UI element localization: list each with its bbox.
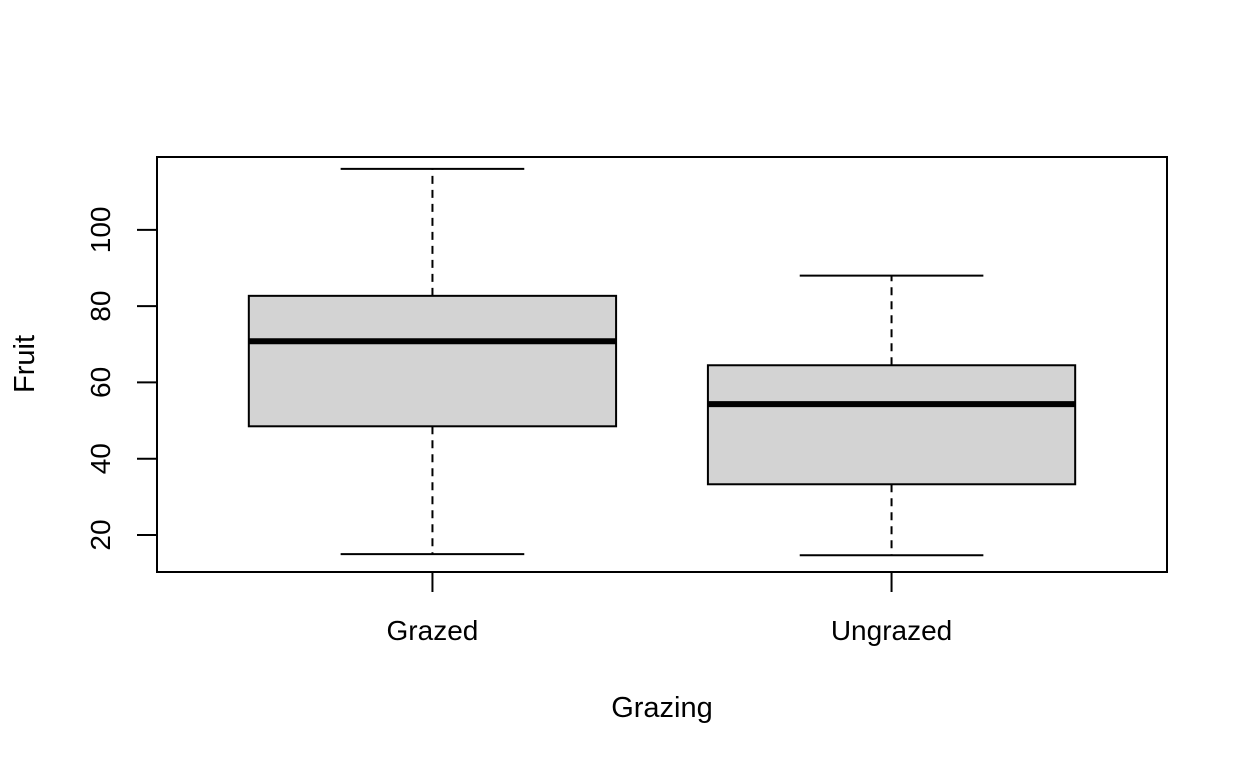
boxes [247, 167, 1077, 557]
box-grazed [247, 167, 618, 556]
y-axis-title: Fruit [9, 335, 41, 393]
y-tick-label: 80 [85, 291, 116, 322]
x-tick-label: Grazed [387, 615, 479, 646]
box-ungrazed [706, 274, 1077, 557]
iqr-box [706, 364, 1077, 486]
y-tick-label: 100 [85, 206, 116, 253]
iqr-box [247, 294, 618, 428]
y-tick-label: 60 [85, 367, 116, 398]
x-tick-label: Ungrazed [831, 615, 952, 646]
y-tick-label: 40 [85, 443, 116, 474]
y-tick-label: 20 [85, 519, 116, 550]
x-axis: Grazed Ungrazed [387, 572, 952, 646]
x-axis-title: Grazing [611, 692, 713, 724]
y-axis: 20 40 60 80 100 [85, 157, 158, 551]
